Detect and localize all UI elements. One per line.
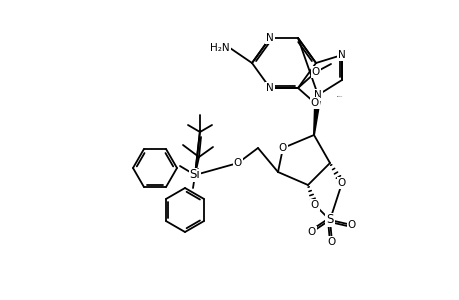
Text: O: O [337,178,345,188]
Text: methoxy: methoxy [332,63,339,64]
Text: Si: Si [189,169,200,182]
Text: O: O [233,158,241,168]
Text: O: O [278,143,286,153]
Text: methyl: methyl [329,70,334,71]
Text: O: O [310,98,319,108]
Text: O: O [310,200,319,210]
Text: O: O [311,67,319,77]
Text: methoxy: methoxy [322,101,329,102]
Polygon shape [313,95,320,135]
Text: N: N [337,50,345,60]
Text: S: S [325,214,333,226]
Text: O: O [347,220,355,230]
Text: N: N [266,83,273,93]
Text: methoxy: methoxy [336,95,342,97]
Text: O: O [307,227,315,237]
Text: N: N [313,90,321,100]
Text: O: O [327,237,336,247]
Text: N: N [266,33,273,43]
Text: H₂N: H₂N [210,43,230,53]
